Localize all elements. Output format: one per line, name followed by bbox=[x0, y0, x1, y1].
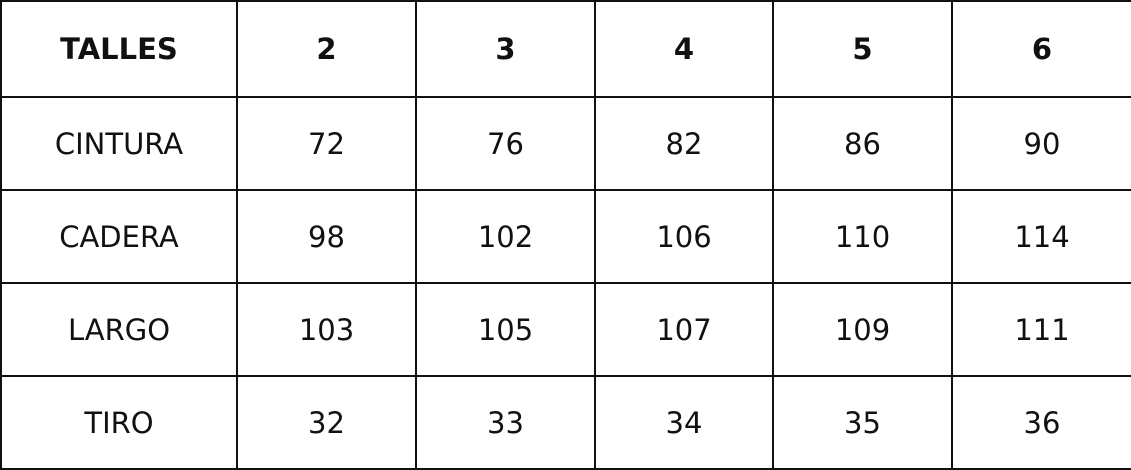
header-cell-talles: TALLES bbox=[0, 0, 238, 98]
table-cell: 102 bbox=[415, 189, 596, 284]
header-cell-size: 4 bbox=[594, 0, 774, 98]
table-row: TIRO 32 33 34 35 36 bbox=[0, 375, 1131, 470]
header-cell-size: 6 bbox=[951, 0, 1131, 98]
table-cell: 72 bbox=[236, 96, 417, 191]
header-cell-size: 5 bbox=[772, 0, 953, 98]
table-cell: 114 bbox=[951, 189, 1131, 284]
table-cell: 76 bbox=[415, 96, 596, 191]
table-cell: 107 bbox=[594, 282, 774, 377]
table-cell: 36 bbox=[951, 375, 1131, 470]
table-cell: 109 bbox=[772, 282, 953, 377]
table-row: CADERA 98 102 106 110 114 bbox=[0, 189, 1131, 284]
table-cell: 82 bbox=[594, 96, 774, 191]
header-cell-size: 3 bbox=[415, 0, 596, 98]
table-cell: 86 bbox=[772, 96, 953, 191]
table-cell: 105 bbox=[415, 282, 596, 377]
table-cell: 33 bbox=[415, 375, 596, 470]
table-row: LARGO 103 105 107 109 111 bbox=[0, 282, 1131, 377]
table-cell: 111 bbox=[951, 282, 1131, 377]
table-row: CINTURA 72 76 82 86 90 bbox=[0, 96, 1131, 191]
table-cell: 103 bbox=[236, 282, 417, 377]
table-cell: 110 bbox=[772, 189, 953, 284]
table-cell: 32 bbox=[236, 375, 417, 470]
table-cell: 35 bbox=[772, 375, 953, 470]
header-row: TALLES 2 3 4 5 6 bbox=[0, 0, 1131, 98]
row-label: CADERA bbox=[0, 189, 238, 284]
row-label: LARGO bbox=[0, 282, 238, 377]
table-cell: 90 bbox=[951, 96, 1131, 191]
table-cell: 34 bbox=[594, 375, 774, 470]
header-cell-size: 2 bbox=[236, 0, 417, 98]
table-cell: 98 bbox=[236, 189, 417, 284]
table-cell: 106 bbox=[594, 189, 774, 284]
row-label: CINTURA bbox=[0, 96, 238, 191]
row-label: TIRO bbox=[0, 375, 238, 470]
